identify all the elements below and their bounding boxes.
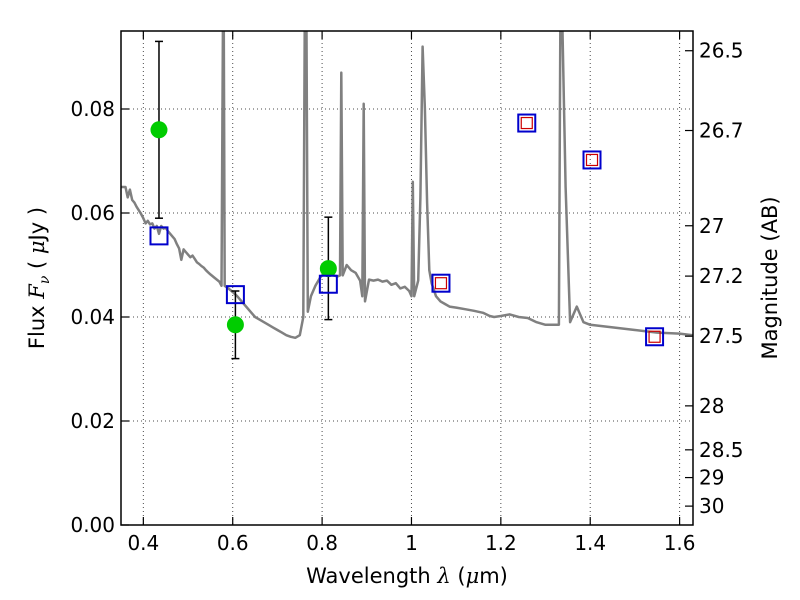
y2-axis-label: Magnitude (AB) [758,196,782,359]
grid [121,31,693,526]
model-point [645,327,665,347]
y-tick-label: 0.04 [70,305,115,329]
x-tick-label: 1.4 [574,531,606,555]
y-tick-label: 0.06 [70,201,115,225]
x-axis-label-part: m) [479,564,508,588]
x-tick-label: 0.6 [217,531,249,555]
x-tick-label: 1.6 [664,531,696,555]
x-tick-label: 1.2 [485,531,517,555]
x-axis-label-part: ( [451,564,466,588]
spectrum-line [121,31,693,340]
x-tick-label: 1 [405,531,418,555]
y-tick-label: 0.02 [70,409,115,433]
x-axis-label-part: μ [466,564,480,588]
x-axis-label-part: λ [436,564,450,588]
model-point [318,274,338,294]
model-point-inner [520,116,533,130]
observed-point [150,121,168,139]
y-tick-label: 0.08 [70,97,115,121]
y2-tick-label: 29 [699,466,724,490]
model-point [149,226,169,246]
model-point [431,273,451,293]
y2-tick-label: 28.5 [699,438,744,462]
observed-point [319,260,337,278]
model-point-inner [585,153,599,167]
ticks: 0.4 0.6 0.8 1 1.2 1.4 1.6 0.00 0.02 0.04 0.06 0.08 2… [70,31,744,555]
model-point [582,150,602,170]
x-axis-label: Wavelength λ (μm) [306,564,508,588]
y-axis-label-part: ( [25,254,49,276]
y2-tick-label: 26.5 [699,39,744,63]
y2-tick-label: 27 [699,214,724,238]
model-point-inner [434,277,448,290]
y-axis-label-part: F [25,283,49,300]
y-axis-label-part: μ [25,240,49,254]
model-point-inner [648,330,661,343]
y2-tick-label: 30 [699,494,724,518]
model-point [517,113,537,133]
y-axis-label-part: ν [37,275,53,284]
y-tick-label: 0.00 [70,513,115,537]
x-axis-label-part: Wavelength [306,564,437,588]
y-axis-label: Flux Fν ( μJy ) [25,207,53,349]
y-axis-label-part: Flux [25,299,49,349]
model-point [225,285,245,305]
x-tick-label: 0.4 [127,531,159,555]
y2-tick-label: 28 [699,394,724,418]
plot-area [121,31,693,360]
y-axis-label-part: Jy ) [25,207,49,243]
y2-tick-label: 27.5 [699,324,744,348]
y2-tick-label: 26.7 [699,119,744,143]
observed-point [226,316,244,334]
y2-tick-label: 27.2 [699,264,744,288]
plot-frame [120,30,694,526]
x-tick-label: 0.8 [306,531,338,555]
